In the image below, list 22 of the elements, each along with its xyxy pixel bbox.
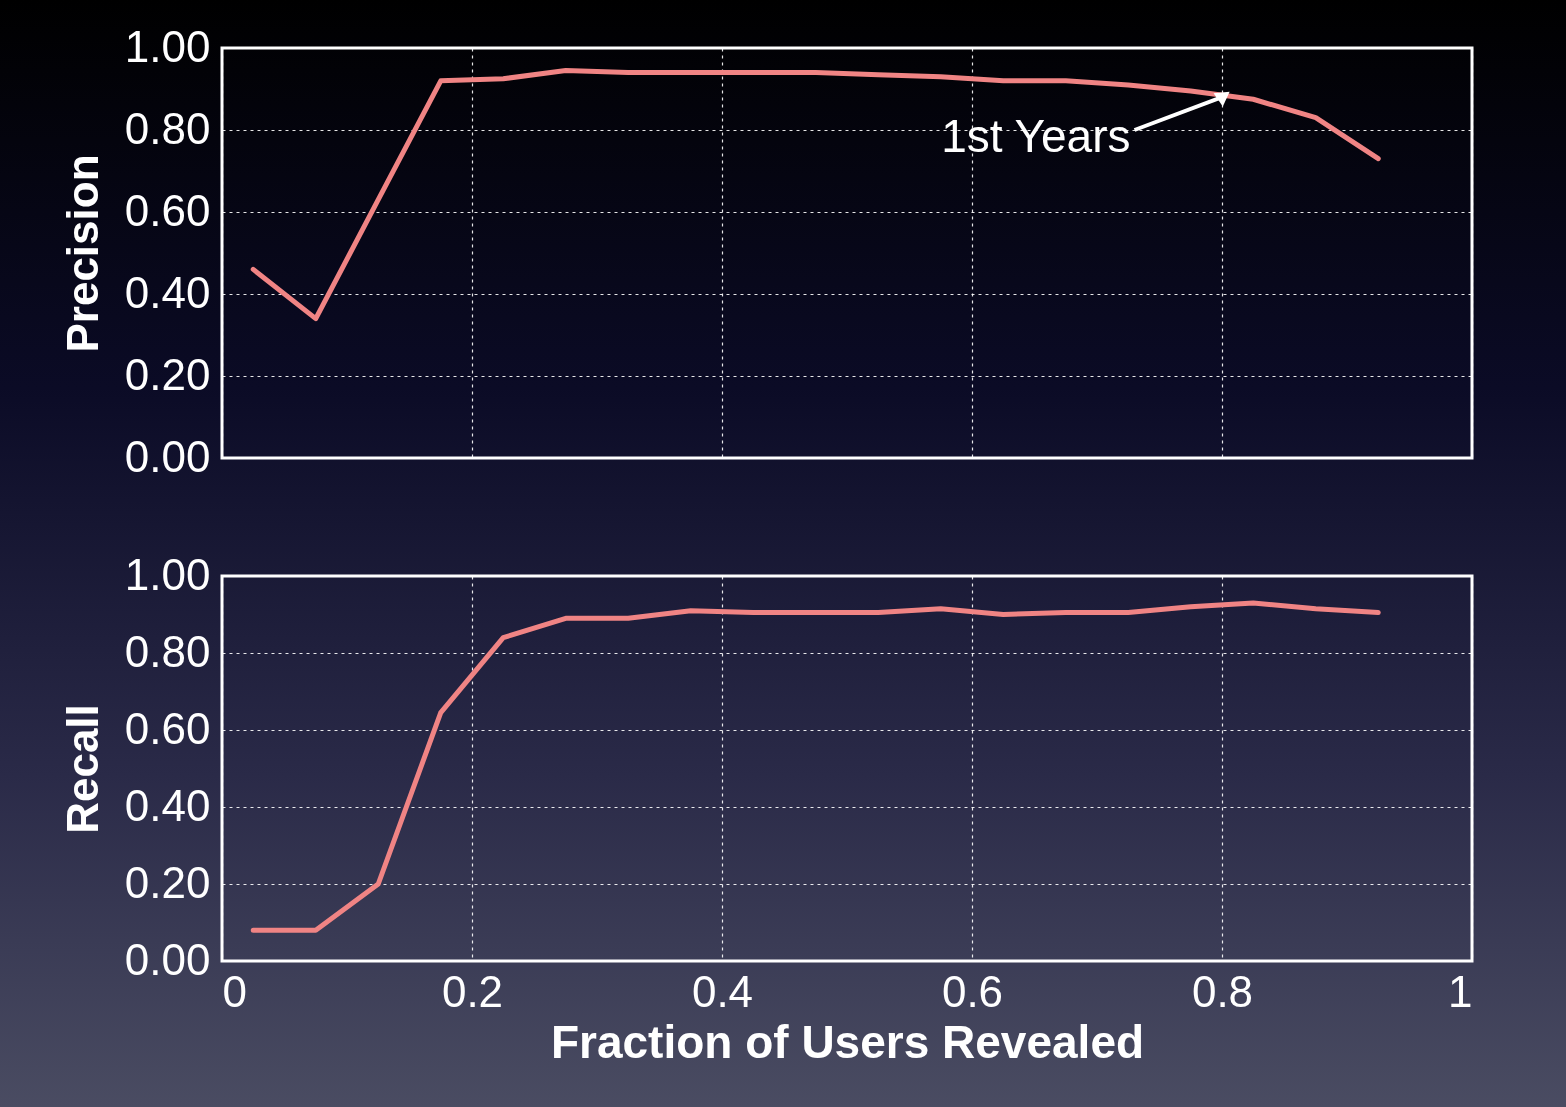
annotation: 1st Years (941, 110, 1131, 163)
y-tick-label: 0.80 (124, 103, 211, 153)
x-axis-title: Fraction of Users Revealed (550, 1015, 1145, 1068)
y-tick-label: 0.20 (124, 857, 211, 907)
x-tick-label: 1 (1448, 966, 1473, 1016)
x-tick-label: 0.6 (941, 966, 1004, 1016)
y-tick-label: 0.60 (124, 703, 211, 753)
y-tick-label: 0.00 (124, 934, 211, 984)
y-axis-title: Precision (57, 154, 107, 353)
y-tick-label: 1.00 (124, 21, 211, 71)
y-tick-label: 0.80 (124, 626, 211, 676)
y-tick-label: 0.20 (124, 349, 211, 399)
y-tick-label: 0.40 (124, 780, 211, 830)
y-axis-title: Recall (57, 704, 107, 834)
x-tick-label: 0.8 (1191, 966, 1254, 1016)
y-tick-label: 0.40 (124, 267, 211, 317)
x-tick-label: 0.4 (691, 966, 754, 1016)
x-tick-label: 0 (222, 966, 247, 1016)
y-tick-label: 0.60 (124, 185, 211, 235)
y-tick-label: 0.00 (124, 431, 211, 481)
y-tick-label: 1.00 (124, 549, 211, 599)
x-tick-label: 0.2 (441, 966, 504, 1016)
